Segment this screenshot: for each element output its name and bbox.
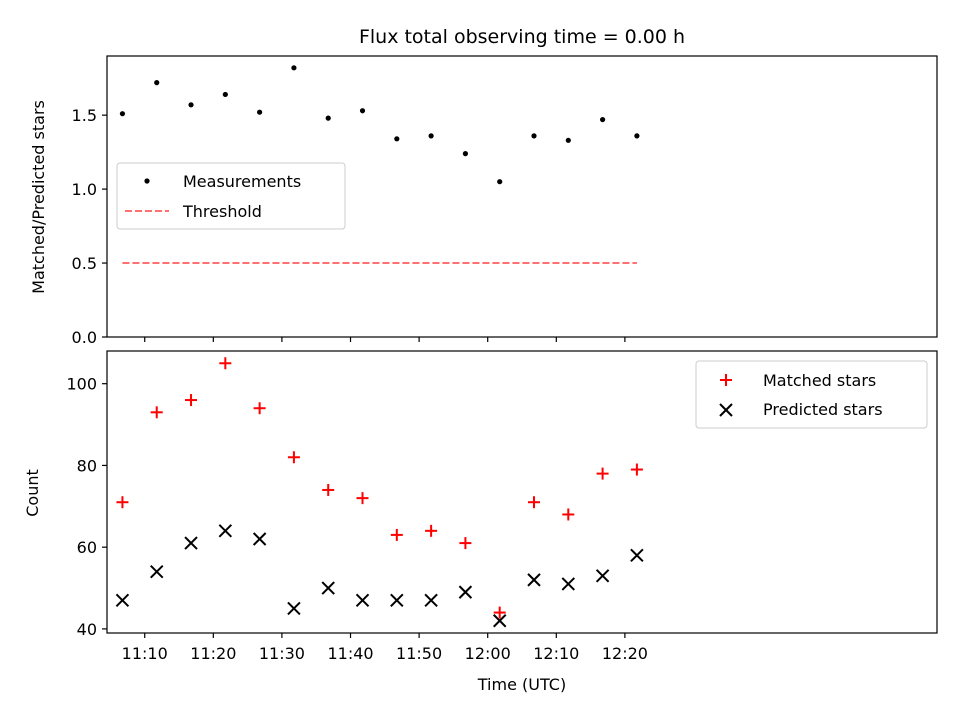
matched-point	[219, 357, 232, 370]
bottom-x-tick-label: 12:00	[465, 644, 511, 663]
bottom-y-tick-label: 100	[66, 375, 97, 394]
predicted-point	[561, 577, 576, 591]
predicted-point	[424, 593, 438, 608]
measurement-point	[222, 91, 228, 98]
legend-predicted-label: Predicted stars	[763, 400, 883, 419]
top-y-axis-label: Matched/Predicted stars	[29, 100, 48, 294]
matched-point	[562, 508, 575, 521]
top-legend: Measurements Threshold	[116, 162, 346, 230]
top-y-ticks: 0.0 0.5 1.0 1.5	[72, 106, 107, 347]
measurement-point	[497, 179, 503, 185]
bottom-x-axis-label: Time (UTC)	[477, 675, 566, 694]
measurement-point	[634, 133, 640, 139]
bottom-y-ticks: 40 60 80 100	[66, 375, 107, 639]
bottom-y-tick-label: 40	[77, 620, 97, 639]
bottom-y-tick-label: 80	[77, 456, 97, 475]
top-series-layer	[119, 65, 640, 265]
top-y-tick-label: 0.5	[72, 254, 97, 273]
bottom-x-tick-label: 11:40	[327, 644, 373, 663]
top-plot-frame	[106, 55, 938, 338]
predicted-point	[458, 585, 473, 599]
measurement-point	[119, 111, 126, 117]
measurement-point	[599, 116, 606, 123]
measurement-point	[359, 108, 366, 114]
bottom-legend: Matched stars Predicted stars	[695, 360, 928, 429]
bottom-x-ticks: 11:10 11:20 11:30 11:40 11:50 12:00 12:10 12:20	[122, 633, 648, 663]
predicted-point	[355, 593, 370, 608]
legend-threshold-label: Threshold	[182, 202, 262, 221]
matched-point	[116, 496, 129, 509]
top-panel: Flux total observing time = 0.00 h 0.00.…	[29, 26, 938, 347]
measurement-point	[462, 151, 469, 157]
predicted-point	[390, 593, 404, 608]
top-chart-title: Flux total observing time = 0.00 h	[359, 26, 685, 48]
measurement-point	[428, 133, 434, 139]
measurement-point	[154, 80, 160, 86]
top-y-tick-label: 0.0	[72, 328, 97, 347]
predicted-point	[252, 532, 267, 546]
matched-point	[493, 606, 506, 619]
bottom-y-tick-label: 60	[77, 538, 97, 557]
predicted-point	[492, 614, 507, 628]
bottom-plot-frame	[106, 350, 938, 634]
top-y-tick-label: 1.5	[72, 106, 97, 125]
measurement-point	[565, 137, 571, 143]
predicted-point	[630, 548, 644, 563]
matched-point	[528, 496, 541, 509]
top-x-tick-marks	[144, 337, 626, 342]
predicted-point	[115, 593, 130, 608]
bottom-series-layer	[115, 357, 644, 628]
top-y-tick-label: 1.0	[72, 180, 97, 199]
measurement-point	[257, 109, 263, 115]
legend-predicted-marker	[719, 403, 733, 417]
matched-point	[322, 483, 335, 496]
measurement-point	[531, 133, 537, 139]
matched-point	[185, 394, 198, 407]
legend-matched-marker	[720, 374, 732, 386]
predicted-point	[595, 569, 610, 583]
bottom-legend-box	[695, 360, 928, 429]
matched-point	[390, 528, 403, 541]
predicted-point	[184, 536, 198, 550]
bottom-x-tick-label: 12:20	[602, 644, 648, 663]
bottom-panel: 40 60 80 100 11:10 11:20 11:30 11:40 11:50 12:00…	[23, 350, 938, 694]
predicted-point	[321, 581, 335, 595]
measurement-point	[394, 136, 400, 142]
measurement-point	[291, 65, 297, 71]
measurement-point	[325, 115, 331, 121]
matched-point	[425, 524, 438, 537]
matched-point	[630, 463, 643, 476]
bottom-y-axis-label: Count	[23, 469, 42, 517]
matched-point	[596, 467, 609, 480]
matched-point	[253, 402, 266, 415]
bottom-x-tick-label: 11:20	[190, 644, 236, 663]
measurement-point	[188, 102, 194, 108]
legend-measurements-label: Measurements	[183, 172, 301, 191]
bottom-x-tick-label: 11:50	[396, 644, 442, 663]
bottom-x-tick-label: 11:30	[259, 644, 305, 663]
matched-point	[356, 492, 369, 505]
matched-point	[287, 451, 300, 464]
matched-point	[150, 406, 163, 419]
predicted-point	[150, 564, 164, 579]
predicted-point	[218, 524, 233, 538]
bottom-x-tick-label: 11:10	[122, 644, 168, 663]
matched-point	[459, 537, 472, 550]
legend-measurements-marker	[144, 178, 150, 184]
bottom-x-tick-label: 12:10	[533, 644, 579, 663]
legend-matched-label: Matched stars	[763, 371, 876, 390]
predicted-point	[527, 573, 541, 587]
predicted-point	[287, 601, 301, 616]
top-legend-box	[116, 162, 346, 230]
